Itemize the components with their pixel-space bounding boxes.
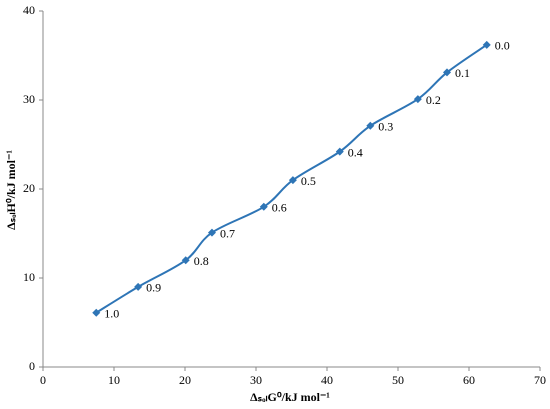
point-label: 0.7 [220,226,235,240]
point-marker [442,68,451,77]
y-tick-label: 10 [23,270,35,284]
y-tick-label: 0 [29,359,35,373]
point-label: 1.0 [104,306,119,320]
point-label: 0.2 [426,93,441,107]
x-tick-label: 70 [534,373,546,387]
point-marker [482,40,491,49]
y-tick-label: 20 [23,181,35,195]
y-tick-label: 40 [23,3,35,17]
x-tick-label: 0 [40,373,46,387]
point-label: 0.1 [455,66,470,80]
point-label: 0.4 [348,145,363,159]
point-label: 0.9 [146,281,161,295]
x-tick-label: 50 [392,373,404,387]
point-marker [259,202,268,211]
x-tick-label: 40 [321,373,333,387]
y-axis-title: ΔₛₒₗH⁰/kJ mol⁻¹ [4,150,18,230]
x-tick-label: 10 [108,373,120,387]
point-label: 0.3 [378,120,393,134]
point-marker [366,121,375,130]
point-label: 0.0 [495,39,510,53]
x-tick-label: 30 [250,373,262,387]
point-label: 0.8 [194,254,209,268]
point-marker [207,228,216,237]
y-tick-label: 30 [23,92,35,106]
point-marker [181,256,190,265]
point-marker [92,308,101,317]
point-marker [134,282,143,291]
point-marker [335,147,344,156]
point-label: 0.6 [272,201,287,215]
x-tick-label: 20 [179,373,191,387]
x-tick-label: 60 [463,373,475,387]
point-label: 0.5 [301,174,316,188]
x-axis-title: ΔₛₒₗG⁰/kJ mol⁻¹ [250,390,330,404]
point-marker [288,176,297,185]
point-marker [413,95,422,104]
